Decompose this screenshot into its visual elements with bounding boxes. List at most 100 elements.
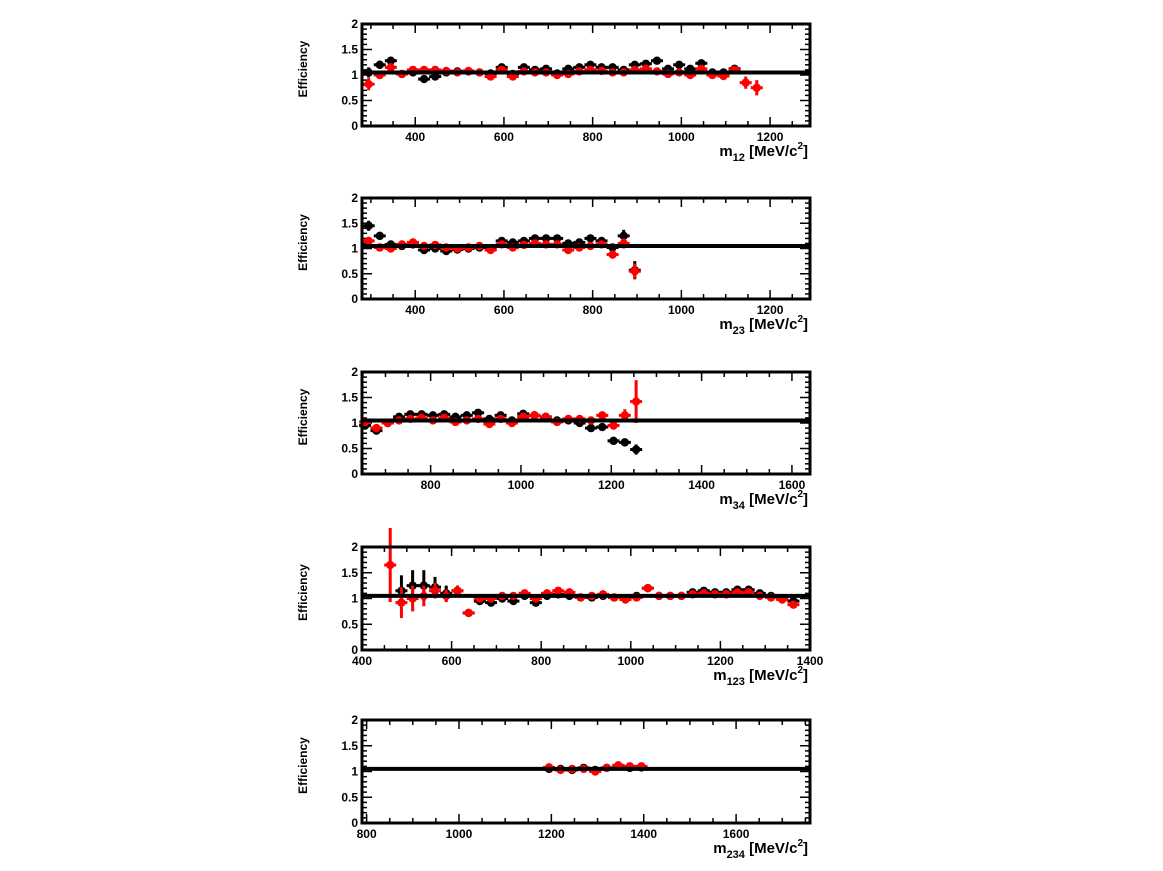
data-point-black <box>674 60 684 69</box>
data-point-black <box>375 231 384 241</box>
data-point-red <box>386 63 396 72</box>
data-point-red <box>364 236 373 246</box>
x-tick-label: 1600 <box>723 827 750 841</box>
chart-panel-2: 0 0.5 1 1.5 2 400 600 800 1000 1200 Efficiency m23 … <box>296 191 812 337</box>
data-point-black <box>473 408 483 417</box>
x-axis-label: m234 [MeV/c2] <box>713 838 808 861</box>
x-axis-label: m12 [MeV/c2] <box>719 141 808 164</box>
x-tick-label: 400 <box>405 130 425 144</box>
x-axis-label: m123 [MeV/c2] <box>713 665 808 688</box>
x-tick-label: 1600 <box>779 478 806 492</box>
y-tick-label: 2 <box>351 17 358 31</box>
data-point-red <box>372 423 381 433</box>
x-tick-label: 1000 <box>668 303 695 317</box>
data-point-black <box>631 445 641 454</box>
y-tick-label: 0.5 <box>341 617 358 631</box>
chart-panel-3: 0 0.5 1 1.5 2 800 1000 1200 1400 1600 Efficiency m3… <box>296 365 812 512</box>
y-tick-label: 2 <box>351 540 358 554</box>
data-point-red <box>609 421 618 430</box>
data-point-black <box>552 234 562 243</box>
y-tick-label: 1.5 <box>341 391 358 405</box>
y-axis-label: Efficiency <box>296 737 310 794</box>
data-point-red <box>386 560 395 570</box>
x-tick-label: 1200 <box>598 478 625 492</box>
data-point-red <box>530 411 539 420</box>
chart-panel-1: 0 0.5 1 1.5 2 400 600 800 1000 1200 Efficiency m12 … <box>296 17 812 164</box>
series-black <box>362 220 641 280</box>
y-tick-label: 1.5 <box>341 739 358 753</box>
data-point-black <box>386 56 396 65</box>
x-tick-label: 1000 <box>508 478 535 492</box>
data-point-red <box>430 586 440 595</box>
data-point-black <box>541 234 551 243</box>
x-tick-label: 1400 <box>630 827 657 841</box>
data-point-red <box>631 397 641 406</box>
series-red <box>384 527 800 619</box>
x-tick-label: 1000 <box>617 654 644 668</box>
x-tick-label: 1000 <box>446 827 473 841</box>
data-point-red <box>453 586 462 595</box>
y-tick-label: 0.5 <box>341 442 358 456</box>
x-tick-label: 600 <box>442 654 462 668</box>
y-tick-label: 1 <box>351 592 358 606</box>
y-tick-label: 1.5 <box>341 43 358 57</box>
data-point-red <box>752 83 761 92</box>
x-tick-label: 400 <box>352 654 372 668</box>
y-tick-label: 0.5 <box>341 94 358 108</box>
series-red <box>362 236 641 279</box>
y-axis-label: Efficiency <box>296 388 310 445</box>
x-tick-label: 1200 <box>538 827 565 841</box>
y-axis-label: Efficiency <box>296 564 310 621</box>
y-axis-label: Efficiency <box>296 40 310 97</box>
chart-panel-5: 0 0.5 1 1.5 2 800 1000 1200 1400 1600 Efficiency m2… <box>296 713 812 861</box>
y-tick-label: 1 <box>351 68 358 82</box>
x-tick-label: 800 <box>357 827 377 841</box>
data-point-red <box>554 586 563 595</box>
data-point-black <box>375 60 384 69</box>
y-tick-label: 0 <box>351 119 358 133</box>
plot-frame <box>360 22 812 128</box>
x-axis-label: m34 [MeV/c2] <box>719 489 808 512</box>
data-point-black <box>419 74 429 84</box>
data-point-black <box>619 231 628 241</box>
x-tick-label: 1200 <box>707 654 734 668</box>
y-tick-label: 1 <box>351 416 358 430</box>
x-tick-label: 800 <box>583 130 603 144</box>
data-point-red <box>620 411 630 420</box>
data-point-black <box>620 438 630 447</box>
data-point-red <box>397 598 406 607</box>
y-tick-label: 0 <box>351 816 358 830</box>
y-tick-label: 0.5 <box>341 267 358 281</box>
data-point-red <box>643 584 653 593</box>
data-point-black <box>586 234 595 243</box>
data-point-red <box>630 267 639 276</box>
data-point-red <box>364 79 373 89</box>
data-point-red <box>741 78 750 87</box>
data-point-black <box>586 423 596 433</box>
data-point-red <box>598 411 607 420</box>
y-tick-label: 2 <box>351 191 358 205</box>
data-point-red <box>789 600 798 609</box>
data-point-red <box>464 608 473 618</box>
y-tick-label: 0 <box>351 643 358 657</box>
y-tick-label: 2 <box>351 713 358 727</box>
y-tick-label: 0.5 <box>341 790 358 804</box>
x-tick-label: 400 <box>405 303 425 317</box>
x-tick-label: 800 <box>531 654 551 668</box>
y-axis-label: Efficiency <box>296 214 310 271</box>
y-tick-label: 1.5 <box>341 566 358 580</box>
x-tick-label: 800 <box>583 303 603 317</box>
data-point-red <box>608 250 617 259</box>
x-tick-label: 800 <box>421 478 441 492</box>
data-point-black <box>364 221 373 230</box>
x-tick-label: 1200 <box>757 303 784 317</box>
data-point-black <box>598 422 607 432</box>
x-tick-label: 600 <box>494 303 514 317</box>
data-point-black <box>652 56 662 65</box>
chart-panel-4: 0 0.5 1 1.5 2 400 600 800 1000 1200 1400 Efficiency… <box>296 527 824 688</box>
y-tick-label: 0 <box>351 467 358 481</box>
x-axis-label: m23 [MeV/c2] <box>719 314 808 337</box>
y-tick-label: 1 <box>351 765 358 779</box>
plot-frame <box>360 196 812 301</box>
